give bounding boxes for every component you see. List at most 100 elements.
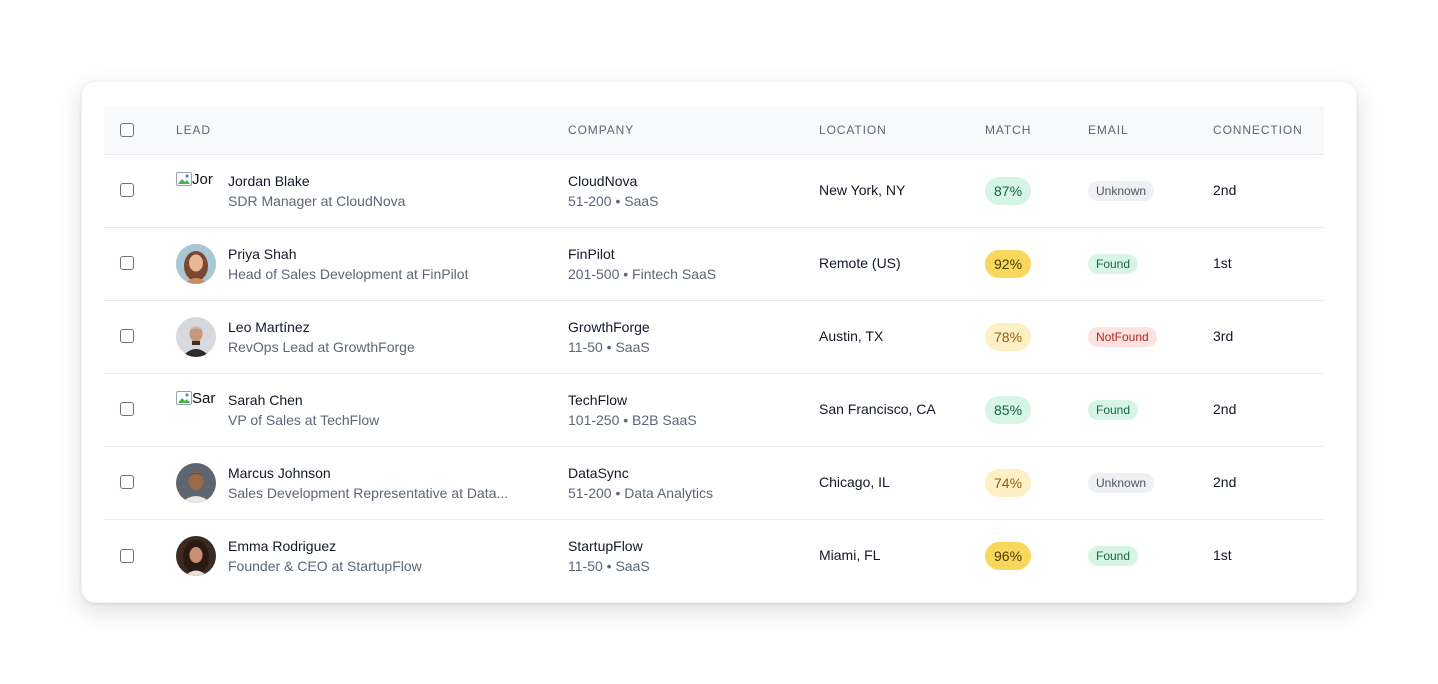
select-cell bbox=[104, 227, 176, 301]
connection-degree: 2nd bbox=[1213, 473, 1237, 490]
company-name[interactable]: DataSync bbox=[568, 464, 629, 481]
lead-name[interactable]: Sarah Chen bbox=[228, 391, 303, 408]
company-meta: 101-250 • B2B SaaS bbox=[568, 411, 697, 428]
location-cell: San Francisco, CA bbox=[819, 373, 985, 447]
lead-text: Sarah Chen VP of Sales at TechFlow bbox=[228, 390, 379, 430]
avatar[interactable] bbox=[176, 462, 216, 503]
header-connection[interactable]: CONNECTION bbox=[1213, 106, 1324, 155]
row-checkbox[interactable] bbox=[120, 256, 134, 271]
select-cell bbox=[104, 300, 176, 374]
select-cell bbox=[104, 373, 176, 447]
lead-name[interactable]: Marcus Johnson bbox=[228, 464, 331, 481]
company-name[interactable]: FinPilot bbox=[568, 245, 615, 262]
lead-info: Emma Rodriguez Founder & CEO at StartupF… bbox=[176, 535, 568, 576]
avatar-alt-text: Jor bbox=[192, 170, 213, 188]
table-row[interactable]: Leo Martínez RevOps Lead at GrowthForge … bbox=[104, 300, 1324, 374]
header-email[interactable]: EMAIL bbox=[1088, 106, 1213, 155]
connection-cell: 1st bbox=[1213, 227, 1324, 301]
match-cell: 85% bbox=[985, 373, 1088, 447]
company-meta: 11-50 • SaaS bbox=[568, 557, 650, 574]
company-name[interactable]: StartupFlow bbox=[568, 537, 643, 554]
email-status-badge: Found bbox=[1088, 253, 1139, 274]
avatar-broken-image[interactable]: Sar bbox=[176, 390, 216, 430]
lead-name[interactable]: Emma Rodriguez bbox=[228, 537, 337, 554]
avatar-broken-image[interactable]: Jor bbox=[176, 171, 216, 211]
row-checkbox[interactable] bbox=[120, 183, 134, 198]
select-all-checkbox[interactable] bbox=[120, 123, 134, 138]
header-lead[interactable]: LEAD bbox=[176, 106, 568, 155]
company-name[interactable]: GrowthForge bbox=[568, 318, 650, 335]
email-status-badge: Found bbox=[1088, 545, 1139, 566]
location-cell: Miami, FL bbox=[819, 519, 985, 592]
leads-card: LEAD COMPANY LOCATION MATCH EMAIL CONNEC… bbox=[81, 81, 1357, 603]
company-cell: TechFlow 101-250 • B2B SaaS bbox=[568, 373, 819, 447]
lead-text: Jordan Blake SDR Manager at CloudNova bbox=[228, 171, 405, 211]
table-row[interactable]: Jor Jordan Blake SDR Manager at CloudNov… bbox=[104, 154, 1324, 228]
lead-title: Founder & CEO at StartupFlow bbox=[228, 557, 422, 574]
lead-name[interactable]: Priya Shah bbox=[228, 245, 297, 262]
email-cell: Found bbox=[1088, 519, 1213, 592]
company-meta: 51-200 • Data Analytics bbox=[568, 484, 713, 501]
lead-title: RevOps Lead at GrowthForge bbox=[228, 338, 415, 355]
lead-text: Leo Martínez RevOps Lead at GrowthForge bbox=[228, 317, 415, 357]
select-cell bbox=[104, 154, 176, 228]
email-status-badge: Unknown bbox=[1088, 472, 1155, 493]
location-text: Chicago, IL bbox=[819, 473, 890, 490]
location-text: San Francisco, CA bbox=[819, 400, 936, 417]
table-row[interactable]: Sar Sarah Chen VP of Sales at TechFlow T… bbox=[104, 373, 1324, 447]
location-cell: Chicago, IL bbox=[819, 446, 985, 520]
match-score-badge: 96% bbox=[985, 541, 1032, 570]
location-text: New York, NY bbox=[819, 181, 906, 198]
connection-cell: 2nd bbox=[1213, 446, 1324, 520]
location-text: Remote (US) bbox=[819, 254, 901, 271]
connection-degree: 2nd bbox=[1213, 181, 1237, 198]
select-cell bbox=[104, 519, 176, 592]
lead-cell: Emma Rodriguez Founder & CEO at StartupF… bbox=[176, 519, 568, 592]
connection-degree: 1st bbox=[1213, 546, 1232, 563]
lead-cell: Marcus Johnson Sales Development Represe… bbox=[176, 446, 568, 520]
avatar[interactable] bbox=[176, 316, 216, 357]
company-name[interactable]: CloudNova bbox=[568, 172, 638, 189]
email-cell: Found bbox=[1088, 373, 1213, 447]
avatar[interactable] bbox=[176, 243, 216, 284]
email-status-badge: NotFound bbox=[1088, 326, 1157, 347]
match-cell: 96% bbox=[985, 519, 1088, 592]
company-cell: CloudNova 51-200 • SaaS bbox=[568, 154, 819, 228]
connection-degree: 1st bbox=[1213, 254, 1232, 271]
row-checkbox[interactable] bbox=[120, 329, 134, 344]
company-meta: 51-200 • SaaS bbox=[568, 192, 659, 209]
match-score-badge: 74% bbox=[985, 468, 1032, 497]
row-checkbox[interactable] bbox=[120, 475, 134, 490]
lead-cell: Priya Shah Head of Sales Development at … bbox=[176, 227, 568, 301]
select-cell bbox=[104, 446, 176, 520]
company-cell: DataSync 51-200 • Data Analytics bbox=[568, 446, 819, 520]
header-company[interactable]: COMPANY bbox=[568, 106, 819, 155]
email-cell: Unknown bbox=[1088, 154, 1213, 228]
connection-degree: 3rd bbox=[1213, 327, 1234, 344]
lead-name[interactable]: Jordan Blake bbox=[228, 172, 310, 189]
table-row[interactable]: Emma Rodriguez Founder & CEO at StartupF… bbox=[104, 519, 1324, 592]
company-cell: GrowthForge 11-50 • SaaS bbox=[568, 300, 819, 374]
table-row[interactable]: Priya Shah Head of Sales Development at … bbox=[104, 227, 1324, 301]
header-match[interactable]: MATCH bbox=[985, 106, 1088, 155]
email-cell: Found bbox=[1088, 227, 1213, 301]
lead-title: VP of Sales at TechFlow bbox=[228, 411, 380, 428]
connection-cell: 2nd bbox=[1213, 373, 1324, 447]
lead-text: Priya Shah Head of Sales Development at … bbox=[228, 244, 468, 284]
lead-name[interactable]: Leo Martínez bbox=[228, 318, 310, 335]
lead-info: Priya Shah Head of Sales Development at … bbox=[176, 243, 568, 284]
location-text: Miami, FL bbox=[819, 546, 881, 563]
table-row[interactable]: Marcus Johnson Sales Development Represe… bbox=[104, 446, 1324, 520]
lead-title: Sales Development Representative at Data… bbox=[228, 484, 509, 501]
match-cell: 87% bbox=[985, 154, 1088, 228]
connection-cell: 3rd bbox=[1213, 300, 1324, 374]
company-name[interactable]: TechFlow bbox=[568, 391, 628, 408]
row-checkbox[interactable] bbox=[120, 548, 134, 563]
avatar[interactable] bbox=[176, 535, 216, 576]
header-location[interactable]: LOCATION bbox=[819, 106, 985, 155]
company-meta: 11-50 • SaaS bbox=[568, 338, 650, 355]
match-score-badge: 85% bbox=[985, 395, 1032, 424]
match-cell: 78% bbox=[985, 300, 1088, 374]
row-checkbox[interactable] bbox=[120, 402, 134, 417]
match-score-badge: 87% bbox=[985, 176, 1032, 205]
